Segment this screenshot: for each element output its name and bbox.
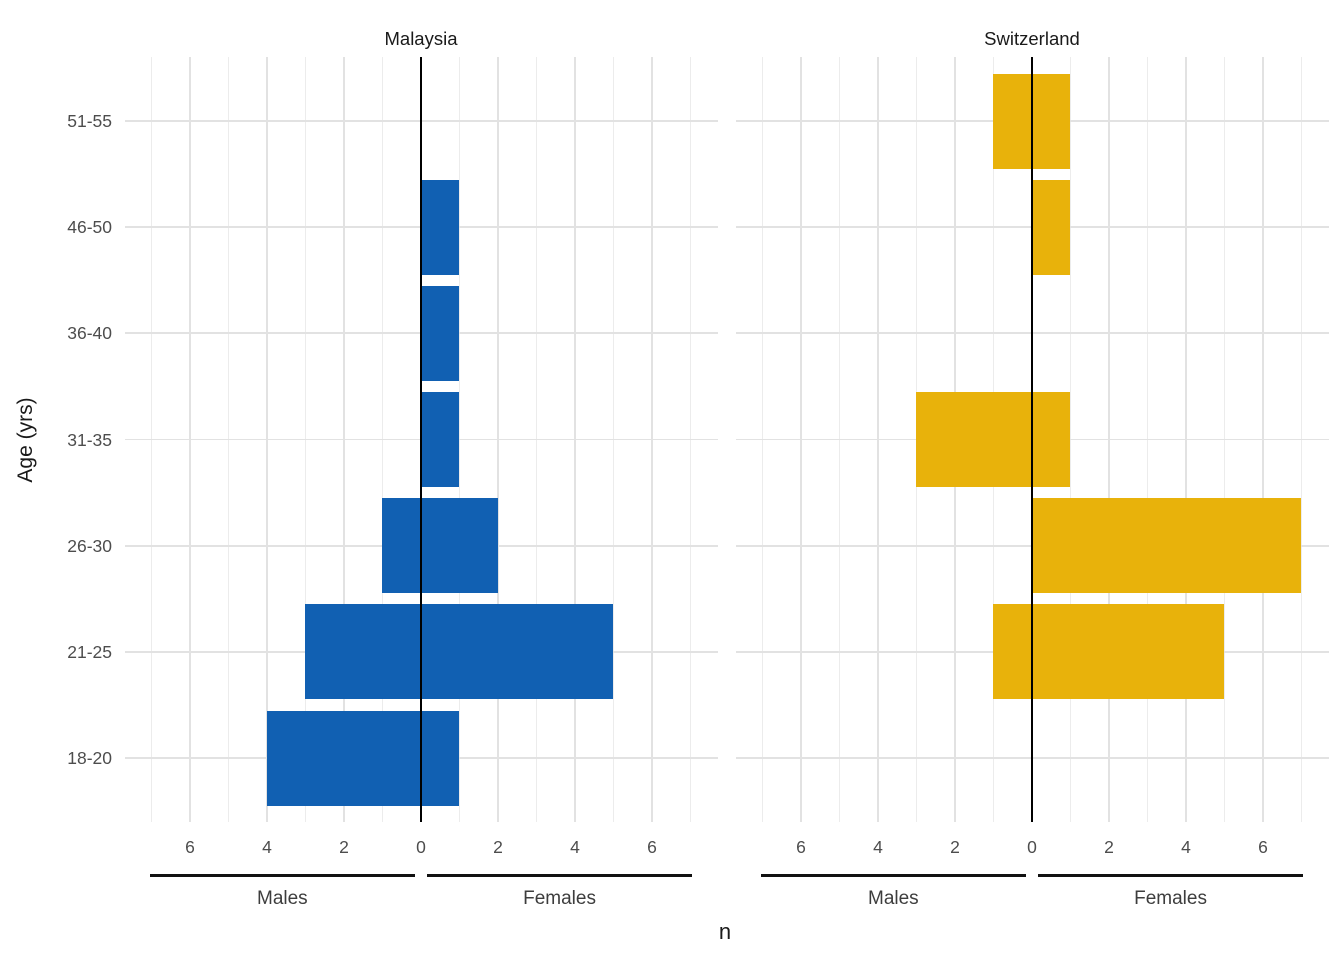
y-tick-label: 36-40 [67,323,112,344]
males-axis-line [149,873,416,877]
facet-title-switzerland: Switzerland [984,28,1080,49]
bar-female [1031,604,1225,700]
bar-female [1031,392,1071,487]
zero-line [419,57,423,822]
bar-female [420,604,614,700]
y-tick-label: 46-50 [67,217,112,238]
x-tick-label: 0 [416,837,426,857]
bar-female [1031,73,1071,169]
males-label: Males [868,888,919,909]
males-label: Males [257,888,308,909]
y-tick-label: 31-35 [67,429,112,450]
facet-panel-malaysia [124,57,718,822]
bar-female [420,179,460,275]
facet-title-malaysia: Malaysia [384,28,458,49]
females-label: Females [523,888,596,909]
x-tick-label: 6 [796,837,806,857]
males-axis-line [760,873,1027,877]
y-tick-label: 26-30 [67,535,112,556]
bar-female [1031,498,1302,594]
bar-male [305,604,422,700]
x-tick-label: 2 [339,837,349,857]
x-tick-label: 0 [1027,837,1037,857]
x-tick-label: 2 [950,837,960,857]
y-tick-label: 21-25 [67,641,112,662]
zero-line [1030,57,1034,822]
females-axis-line [1037,873,1304,877]
bar-female [420,392,460,487]
bar-female [420,710,460,806]
x-tick-label: 6 [1258,837,1268,857]
x-tick-label: 6 [185,837,195,857]
females-label: Females [1134,888,1207,909]
bar-male [382,498,422,594]
x-axis-title: n [718,919,732,944]
bar-female [420,498,498,594]
bar-female [420,285,460,381]
x-tick-label: 6 [647,837,657,857]
females-axis-line [426,873,693,877]
x-tick-label: 4 [873,837,883,857]
y-tick-label: 51-55 [67,111,112,131]
bar-male [916,392,1033,487]
bar-male [993,73,1033,169]
x-tick-label: 2 [493,837,503,857]
bar-male [266,710,422,806]
x-tick-label: 4 [262,837,272,857]
x-tick-label: 2 [1104,837,1114,857]
bar-male [993,604,1033,700]
x-tick-label: 4 [570,837,580,857]
y-tick-label: 18-20 [67,748,112,768]
x-tick-label: 4 [1181,837,1191,857]
facet-panel-switzerland [735,57,1329,822]
bar-female [1031,179,1071,275]
